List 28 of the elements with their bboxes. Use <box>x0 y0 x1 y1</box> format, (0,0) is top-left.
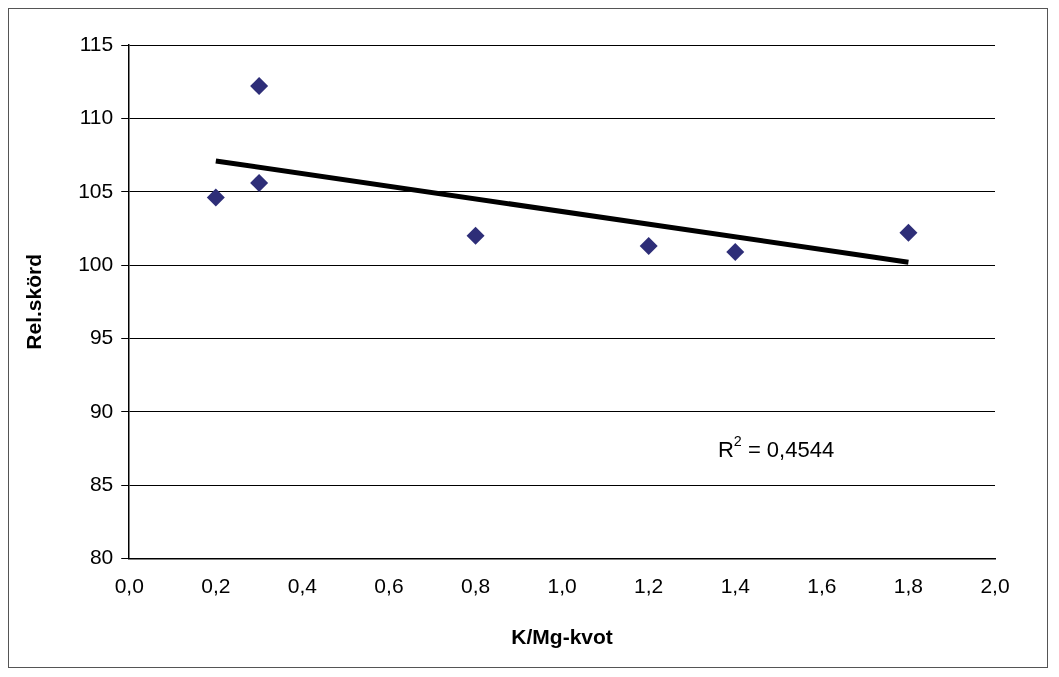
x-tick-label: 1,2 <box>634 574 664 597</box>
x-tick-label: 1,6 <box>807 574 837 597</box>
y-tick-label: 80 <box>89 545 114 569</box>
point <box>206 188 225 207</box>
point <box>899 223 918 242</box>
x-tick-label: 2,0 <box>980 574 1010 597</box>
y-tick-label: 105 <box>78 178 114 202</box>
x-tick-label: 0,0 <box>114 574 144 597</box>
point <box>250 77 269 96</box>
y-tick-label: 100 <box>78 251 114 275</box>
y-tick-label: 85 <box>89 472 114 496</box>
x-axis-title: K/Mg-kvot <box>511 625 613 649</box>
y-tick-label: 95 <box>89 325 114 349</box>
x-tick-label: 1,8 <box>893 574 924 597</box>
x-tick-label: 0,6 <box>374 574 404 597</box>
y-tick-label: 90 <box>89 398 114 422</box>
y-tick-label: 115 <box>79 31 114 55</box>
point <box>726 242 745 261</box>
y-tick-label: 110 <box>79 105 114 129</box>
point <box>466 226 485 245</box>
point <box>639 237 658 256</box>
x-tick-label: 1,4 <box>720 574 751 597</box>
x-tick-label: 1,0 <box>547 574 577 597</box>
x-tick-label: 0,8 <box>460 574 491 597</box>
x-tick-label: 0,4 <box>287 574 318 597</box>
y-axis-title: Rel.skörd <box>22 253 46 350</box>
point <box>250 173 269 192</box>
x-tick-label: 0,2 <box>201 574 231 597</box>
